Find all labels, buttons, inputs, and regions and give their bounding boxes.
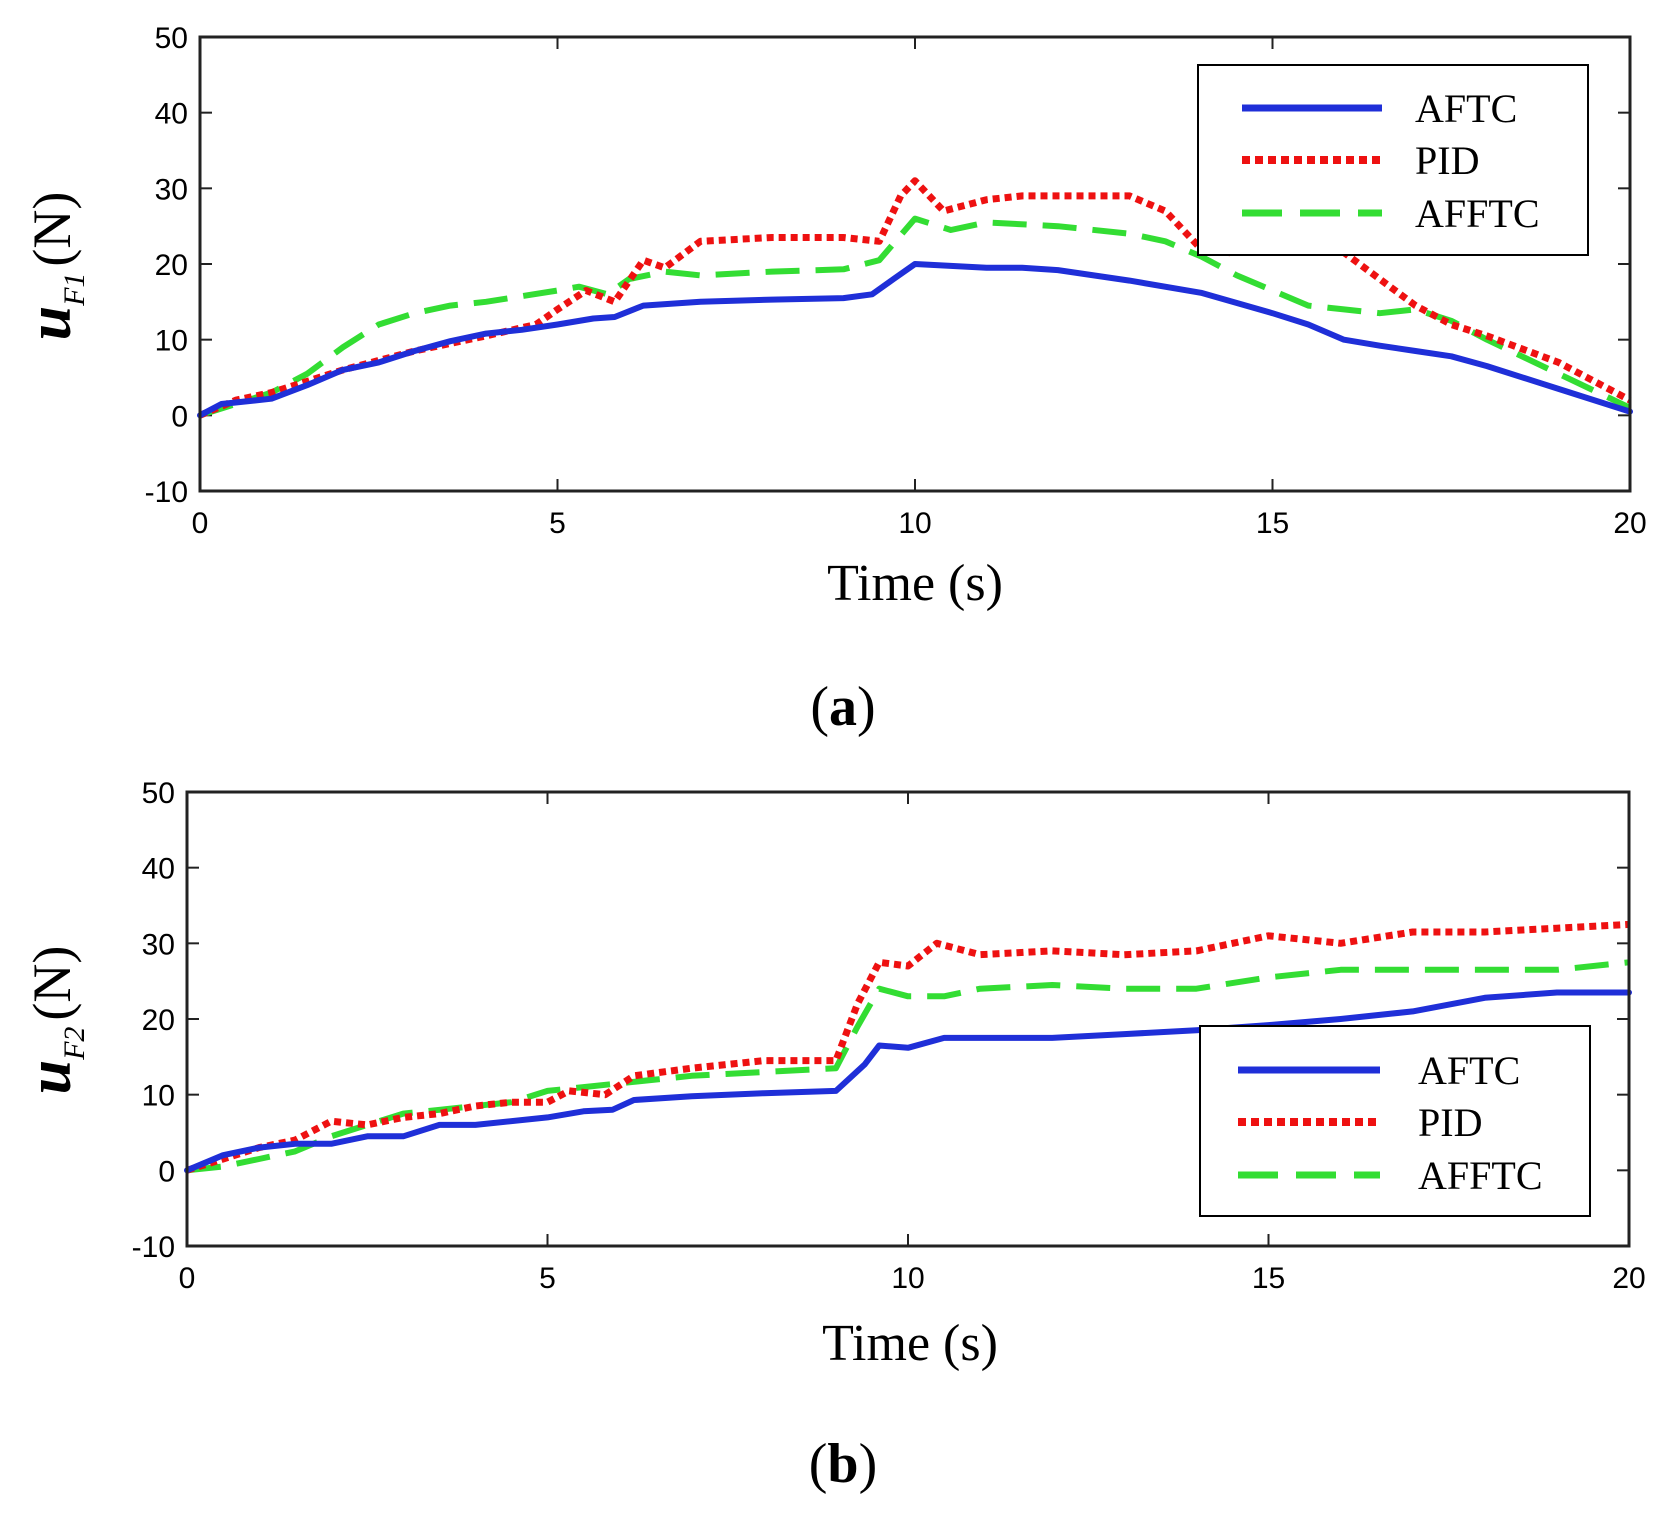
series-line-aftc — [184, 989, 1632, 1174]
svg-text:uF2(N): uF2 (N) — [16, 946, 91, 1095]
panel-b-y-tick-labels: -10 0 10 20 30 40 50 — [132, 777, 175, 1264]
y-tick-label: 30 — [142, 928, 175, 961]
panel-a-legend-label-pid: PID — [1415, 138, 1479, 183]
y-tick-label: 20 — [142, 1004, 175, 1037]
panel-b-x-axis-title: Time (s) — [822, 1315, 998, 1372]
y-tick-label: 10 — [155, 325, 188, 358]
panel-a-caption-letter: a — [829, 676, 857, 738]
panel-b-y-symbol: u — [16, 1060, 84, 1094]
y-tick-label: 0 — [171, 400, 188, 433]
x-tick-label: 10 — [898, 507, 931, 540]
series-line-pid — [185, 920, 1630, 1174]
x-tick-label: 15 — [1252, 1262, 1285, 1295]
y-tick-label: 20 — [155, 249, 188, 282]
panel-b-series — [184, 920, 1632, 1174]
panel-b-x-tick-labels: 0 5 10 15 20 — [179, 1262, 1646, 1295]
panel-a-plot-frame — [198, 35, 1632, 493]
series-line-afftc — [199, 215, 1632, 419]
panel-b-plot-frame — [185, 790, 1631, 1248]
y-tick-label: 30 — [155, 173, 188, 206]
y-tick-label: -10 — [132, 1231, 175, 1264]
y-tick-label: 50 — [142, 777, 175, 810]
panel-b-legend-label-afftc: AFFTC — [1418, 1153, 1543, 1198]
x-tick-label: 5 — [539, 1262, 556, 1295]
panel-a-legend-label-afftc: AFFTC — [1415, 191, 1540, 236]
x-tick-label: 15 — [1256, 507, 1289, 540]
x-tick-label: 5 — [549, 507, 566, 540]
panel-a-legend: AFTC PID AFFTC — [1197, 64, 1589, 256]
panel-b-y-subscript: F2 — [58, 1027, 91, 1061]
panel-a-x-tick-labels: 0 5 10 15 20 — [192, 507, 1647, 540]
panel-a-y-subscript: F1 — [58, 273, 91, 307]
panel-a-x-axis-title: Time (s) — [827, 555, 1003, 612]
y-tick-label: 40 — [155, 98, 188, 131]
svg-text:uF1(N): uF1 (N) — [16, 192, 91, 341]
series-line-pid — [198, 177, 1632, 419]
y-tick-label: 40 — [142, 853, 175, 886]
panel-b-legend-label-pid: PID — [1418, 1100, 1482, 1145]
y-tick-label: 50 — [155, 22, 188, 55]
panel-b-legend-label-aftc: AFTC — [1418, 1048, 1520, 1093]
panel-a-series — [197, 177, 1633, 419]
panel-a-legend-label-aftc: AFTC — [1415, 86, 1517, 131]
x-tick-label: 10 — [891, 1262, 924, 1295]
y-tick-label: 0 — [158, 1155, 175, 1188]
x-tick-label: 0 — [192, 507, 209, 540]
panel-b-y-axis-title: uF2 (N) — [16, 946, 91, 1095]
series-line-aftc — [197, 261, 1633, 419]
y-tick-label: -10 — [145, 476, 188, 509]
panel-a-y-unit: (N) — [22, 192, 82, 267]
y-tick-label: 10 — [142, 1080, 175, 1113]
panel-a-y-tick-labels: -10 0 10 20 30 40 50 — [145, 22, 188, 509]
x-tick-label: 20 — [1613, 507, 1646, 540]
panel-a-y-symbol: u — [16, 306, 84, 340]
x-tick-label: 0 — [179, 1262, 196, 1295]
panel-b-y-unit: (N) — [22, 946, 82, 1021]
panel-b-caption-letter: b — [827, 1433, 858, 1495]
panel-a-y-axis-title: uF1 (N) — [16, 192, 91, 341]
panel-b-legend: AFTC PID AFFTC — [1199, 1025, 1591, 1217]
panel-b-caption: (b) — [809, 1433, 877, 1495]
panel-a-caption: (a) — [810, 676, 875, 738]
x-tick-label: 20 — [1612, 1262, 1645, 1295]
